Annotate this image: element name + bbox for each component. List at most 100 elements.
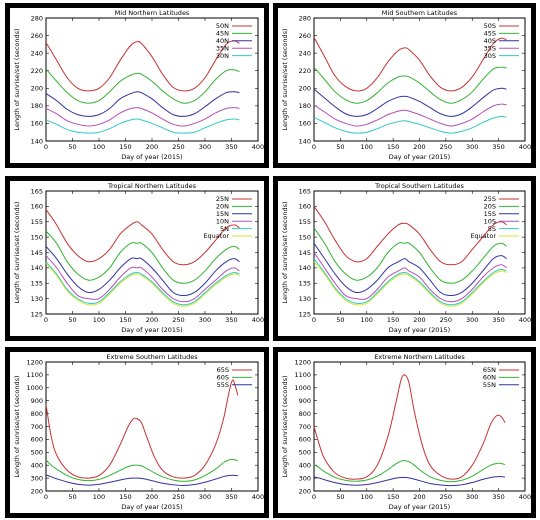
legend-label: 35N: [216, 44, 229, 52]
x-tick-label: 0: [44, 143, 48, 151]
legend-label: 30N: [216, 52, 229, 60]
chart-panel: Tropical Northern Latitudes 0 50 100 150 200 2…: [5, 176, 269, 341]
x-tick-label: 400: [519, 143, 531, 151]
chart-panel: Extreme Southern Latitudes 0 50 100 150 200 25…: [5, 347, 269, 518]
chart-title: Tropical Southern Latitudes: [374, 182, 464, 190]
chart-panel: Mid Northern Latitudes 0 50 100 150 200 250 300…: [5, 3, 269, 168]
series-line-50n: [45, 40, 240, 92]
y-tick-label: 220: [299, 67, 311, 75]
x-axis-title: Day of year (2015): [121, 326, 182, 334]
x-tick-label: 300: [199, 143, 211, 151]
x-tick-label: 200: [413, 493, 425, 501]
legend-label: 25N: [216, 195, 229, 203]
x-tick-label: 0: [44, 493, 48, 501]
y-tick-label: 800: [31, 410, 43, 418]
chart-title: Mid Southern Latitudes: [382, 9, 458, 17]
x-tick-label: 350: [492, 316, 504, 324]
x-tick-label: 0: [312, 316, 316, 324]
x-tick-label: 100: [93, 143, 105, 151]
y-tick-label: 400: [299, 462, 311, 470]
series-line-20s: [313, 227, 507, 284]
y-tick-label: 140: [31, 137, 43, 145]
series-line-25s: [313, 206, 507, 266]
legend-label: Equator: [470, 232, 496, 240]
legend-label: 45N: [216, 30, 229, 38]
x-tick-label: 50: [336, 493, 344, 501]
y-tick-label: 300: [299, 474, 311, 482]
y-tick-label: 200: [31, 487, 43, 495]
x-tick-label: 250: [172, 143, 184, 151]
x-tick-label: 150: [119, 316, 131, 324]
x-tick-label: 200: [413, 143, 425, 151]
y-tick-label: 140: [299, 264, 311, 272]
x-tick-label: 200: [146, 493, 158, 501]
legend-label: 30S: [484, 52, 496, 60]
chart-panel: Extreme Northern Latitudes 0 50 100 150 200 25…: [273, 347, 536, 518]
y-tick-label: 200: [299, 85, 311, 93]
series-line-15s: [313, 242, 507, 297]
x-tick-label: 150: [387, 143, 399, 151]
legend-label: 65S: [217, 366, 229, 374]
y-tick-label: 155: [299, 218, 311, 226]
x-tick-label: 350: [492, 493, 504, 501]
x-tick-label: 200: [146, 143, 158, 151]
x-tick-label: 150: [387, 316, 399, 324]
x-tick-label: 50: [68, 493, 76, 501]
y-tick-label: 600: [299, 436, 311, 444]
x-tick-label: 100: [93, 316, 105, 324]
x-axis-title: Day of year (2015): [389, 326, 450, 334]
x-tick-label: 100: [361, 143, 373, 151]
y-tick-label: 200: [299, 487, 311, 495]
chart-panel: Tropical Southern Latitudes 0 50 100 150 200 2…: [273, 176, 536, 341]
legend-label: 50S: [484, 22, 496, 30]
series-line-equator: [313, 261, 507, 307]
x-tick-label: 250: [172, 493, 184, 501]
x-axis-title: Day of year (2015): [121, 153, 182, 161]
y-axis-title: Length of sunrise/set (seconds): [281, 201, 289, 303]
y-tick-label: 220: [31, 67, 43, 75]
y-tick-label: 160: [31, 203, 43, 211]
x-tick-label: 400: [519, 493, 531, 501]
chart-title: Extreme Southern Latitudes: [106, 353, 198, 361]
x-tick-label: 50: [68, 316, 76, 324]
y-tick-label: 135: [299, 280, 311, 288]
legend-label: 40S: [484, 37, 496, 45]
legend-label: 20S: [484, 203, 496, 211]
x-tick-label: 400: [252, 493, 264, 501]
x-axis-title: Day of year (2015): [389, 153, 450, 161]
y-axis-title: Length of sunrise/set (seconds): [13, 201, 21, 303]
y-tick-label: 800: [299, 410, 311, 418]
x-tick-label: 50: [68, 143, 76, 151]
x-tick-label: 0: [312, 493, 316, 501]
series-line-5s: [313, 258, 507, 306]
y-tick-label: 300: [31, 474, 43, 482]
series-line-15n: [45, 246, 240, 297]
legend-label: 55S: [217, 381, 229, 389]
y-tick-label: 130: [299, 295, 311, 303]
legend-label: 35S: [484, 44, 496, 52]
x-tick-label: 100: [361, 316, 373, 324]
y-tick-label: 140: [31, 264, 43, 272]
y-tick-label: 280: [31, 14, 43, 22]
y-tick-label: 160: [299, 203, 311, 211]
series-line-10n: [45, 255, 240, 303]
series-line-55n: [313, 476, 506, 487]
y-tick-label: 600: [31, 436, 43, 444]
x-tick-label: 0: [44, 316, 48, 324]
x-tick-label: 250: [172, 316, 184, 324]
y-tick-label: 1000: [26, 384, 43, 392]
x-tick-label: 200: [146, 316, 158, 324]
series-line-45s: [313, 66, 507, 104]
x-tick-label: 400: [519, 316, 531, 324]
y-tick-label: 180: [31, 102, 43, 110]
y-tick-label: 160: [31, 120, 43, 128]
chart-title: Mid Northern Latitudes: [115, 9, 190, 17]
y-tick-label: 1200: [26, 358, 43, 366]
series-line-25n: [45, 209, 240, 266]
chart-svg: Extreme Southern Latitudes 0 50 100 150 200 25…: [13, 353, 264, 511]
chart-title: Extreme Northern Latitudes: [374, 353, 465, 361]
x-tick-label: 350: [225, 143, 237, 151]
y-tick-label: 160: [299, 120, 311, 128]
series-line-45n: [45, 68, 240, 104]
